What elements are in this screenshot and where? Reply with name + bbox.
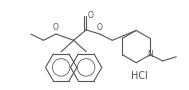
Text: HCl: HCl [131, 71, 148, 81]
Text: N: N [147, 50, 153, 59]
Text: O: O [87, 11, 93, 20]
Text: O: O [53, 23, 59, 32]
Text: O: O [97, 23, 103, 32]
